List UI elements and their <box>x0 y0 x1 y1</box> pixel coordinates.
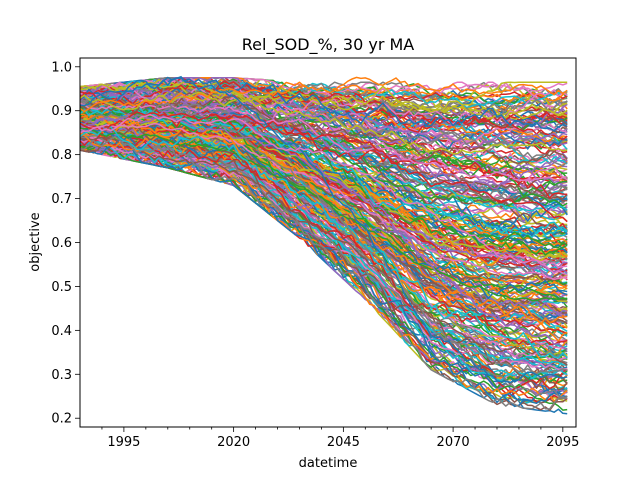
series-line <box>80 112 568 267</box>
y-tick-label: 0.6 <box>51 236 72 251</box>
y-axis-label: objective <box>28 212 43 271</box>
series-line <box>80 126 568 359</box>
y-tick-label: 0.5 <box>51 280 72 295</box>
series-line <box>80 134 568 394</box>
x-tick-label: 2020 <box>217 435 250 450</box>
x-tick-label: 1995 <box>107 435 140 450</box>
series-line <box>80 119 568 273</box>
series-line-1 <box>80 76 568 113</box>
x-tick-label: 2045 <box>327 435 360 450</box>
series-line <box>80 127 568 302</box>
series-line <box>80 136 568 366</box>
y-tick-label: 0.7 <box>51 192 72 207</box>
series-line <box>80 125 568 391</box>
y-axis: 0.2 0.3 0.4 0.5 0.6 0.7 0.8 0.9 1.0 <box>51 60 80 427</box>
x-tick-label: 2095 <box>546 435 579 450</box>
series-line <box>80 122 568 281</box>
series-line <box>80 135 568 410</box>
series-line-2 <box>80 108 568 351</box>
y-tick-label: 0.8 <box>51 148 72 163</box>
x-axis: 1995 2020 2045 2070 2095 <box>101 427 579 450</box>
chart-title: Rel_SOD_%, 30 yr MA <box>242 35 415 55</box>
y-tick-label: 0.2 <box>51 412 72 427</box>
series-line <box>80 104 568 236</box>
series-line <box>80 83 568 190</box>
series-line-5 <box>80 111 568 223</box>
series-line <box>80 81 568 120</box>
y-tick-label: 0.9 <box>51 104 72 119</box>
series-line <box>80 92 568 143</box>
y-tick-label: 1.0 <box>51 60 72 75</box>
series-line <box>80 78 568 120</box>
series-line <box>80 126 568 300</box>
series-line-6 <box>80 113 568 276</box>
x-axis-label: datetime <box>299 456 358 471</box>
series-line <box>80 82 568 199</box>
series-line <box>80 91 568 155</box>
series-line <box>80 80 568 128</box>
series-line <box>80 77 568 103</box>
x-tick-label: 2070 <box>437 435 470 450</box>
series-line <box>80 114 568 292</box>
series-line <box>80 81 568 125</box>
y-tick-label: 0.4 <box>51 324 72 339</box>
y-tick-label: 0.3 <box>51 368 72 383</box>
series-lines <box>80 75 568 415</box>
series-line-4 <box>80 75 568 384</box>
